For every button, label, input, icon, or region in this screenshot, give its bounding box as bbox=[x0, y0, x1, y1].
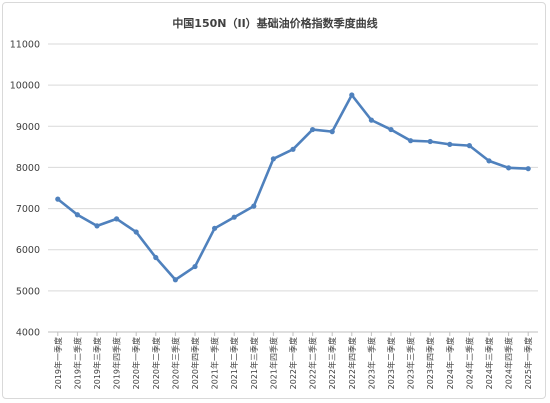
y-tick-label: 4000 bbox=[16, 328, 40, 339]
series-group bbox=[55, 92, 531, 283]
y-axis-ticks: 4000 5000 6000 7000 8000 9000 10000 11000 bbox=[10, 40, 40, 339]
y-tick-label: 6000 bbox=[16, 245, 40, 256]
data-point bbox=[329, 129, 335, 135]
data-point bbox=[447, 141, 453, 147]
y-tick-label: 5000 bbox=[16, 286, 40, 297]
x-tick-label: 2020年三季度 bbox=[170, 337, 180, 389]
chart-frame bbox=[2, 2, 546, 399]
x-tick-label: 2019年二季度 bbox=[72, 337, 82, 389]
data-point bbox=[506, 165, 512, 171]
x-axis-ticks: 2019年一季度 2019年二季度 2019年三季度 2019年四季度 2020年一季度… bbox=[53, 332, 533, 389]
x-tick-label: 2022年四季度 bbox=[347, 337, 357, 389]
data-point bbox=[290, 146, 296, 152]
gridlines bbox=[48, 43, 538, 333]
data-point bbox=[466, 143, 472, 149]
x-tick-label: 2020年一季度 bbox=[131, 337, 141, 389]
x-tick-label: 2023年四季度 bbox=[425, 337, 435, 389]
data-point bbox=[408, 138, 414, 144]
x-tick-label: 2020年四季度 bbox=[190, 337, 200, 389]
data-point bbox=[212, 225, 218, 231]
x-tick-label: 2022年三季度 bbox=[327, 337, 337, 389]
y-tick-label: 10000 bbox=[10, 81, 40, 92]
data-point bbox=[388, 126, 394, 133]
data-point bbox=[172, 277, 178, 283]
data-point bbox=[349, 92, 355, 98]
x-tick-label: 2022年一季度 bbox=[288, 337, 298, 389]
data-point bbox=[231, 214, 237, 220]
x-tick-label: 2020年二季度 bbox=[151, 337, 161, 389]
x-tick-label: 2024年三季度 bbox=[484, 337, 494, 389]
data-point bbox=[74, 212, 80, 218]
data-point bbox=[133, 229, 139, 235]
x-tick-label: 2022年二季度 bbox=[308, 337, 318, 389]
data-point bbox=[251, 203, 257, 209]
x-tick-label: 2021年四季度 bbox=[268, 337, 278, 389]
data-point bbox=[427, 138, 433, 145]
x-tick-label: 2021年三季度 bbox=[249, 337, 259, 389]
x-tick-label: 2021年一季度 bbox=[210, 337, 220, 389]
x-tick-label: 2025年一季度 bbox=[523, 337, 533, 389]
x-tick-label: 2023年一季度 bbox=[366, 337, 376, 389]
data-point bbox=[525, 166, 531, 172]
data-point bbox=[192, 263, 198, 270]
x-tick-label: 2023年二季度 bbox=[386, 337, 396, 389]
x-tick-label: 2024年二季度 bbox=[464, 337, 474, 389]
data-point bbox=[55, 196, 61, 202]
y-tick-label: 11000 bbox=[10, 40, 40, 51]
x-tick-label: 2024年一季度 bbox=[445, 337, 455, 389]
data-point bbox=[486, 158, 492, 164]
data-point bbox=[94, 223, 100, 229]
y-tick-label: 8000 bbox=[16, 163, 40, 174]
chart-title: 中国150N（II）基础油价格指数季度曲线 bbox=[172, 16, 377, 30]
y-tick-label: 7000 bbox=[16, 204, 40, 215]
data-point bbox=[310, 126, 316, 133]
x-tick-label: 2019年三季度 bbox=[92, 337, 102, 389]
data-point bbox=[153, 254, 159, 261]
series-line bbox=[56, 93, 530, 282]
x-tick-label: 2023年三季度 bbox=[406, 337, 416, 389]
data-point bbox=[270, 156, 276, 162]
x-tick-label: 2019年四季度 bbox=[112, 337, 122, 389]
x-tick-label: 2021年二季度 bbox=[229, 337, 239, 389]
data-point bbox=[368, 117, 374, 123]
data-point bbox=[114, 216, 120, 222]
x-tick-label: 2024年四季度 bbox=[504, 337, 514, 389]
x-tick-label: 2019年一季度 bbox=[53, 337, 63, 389]
y-tick-label: 9000 bbox=[16, 122, 40, 133]
